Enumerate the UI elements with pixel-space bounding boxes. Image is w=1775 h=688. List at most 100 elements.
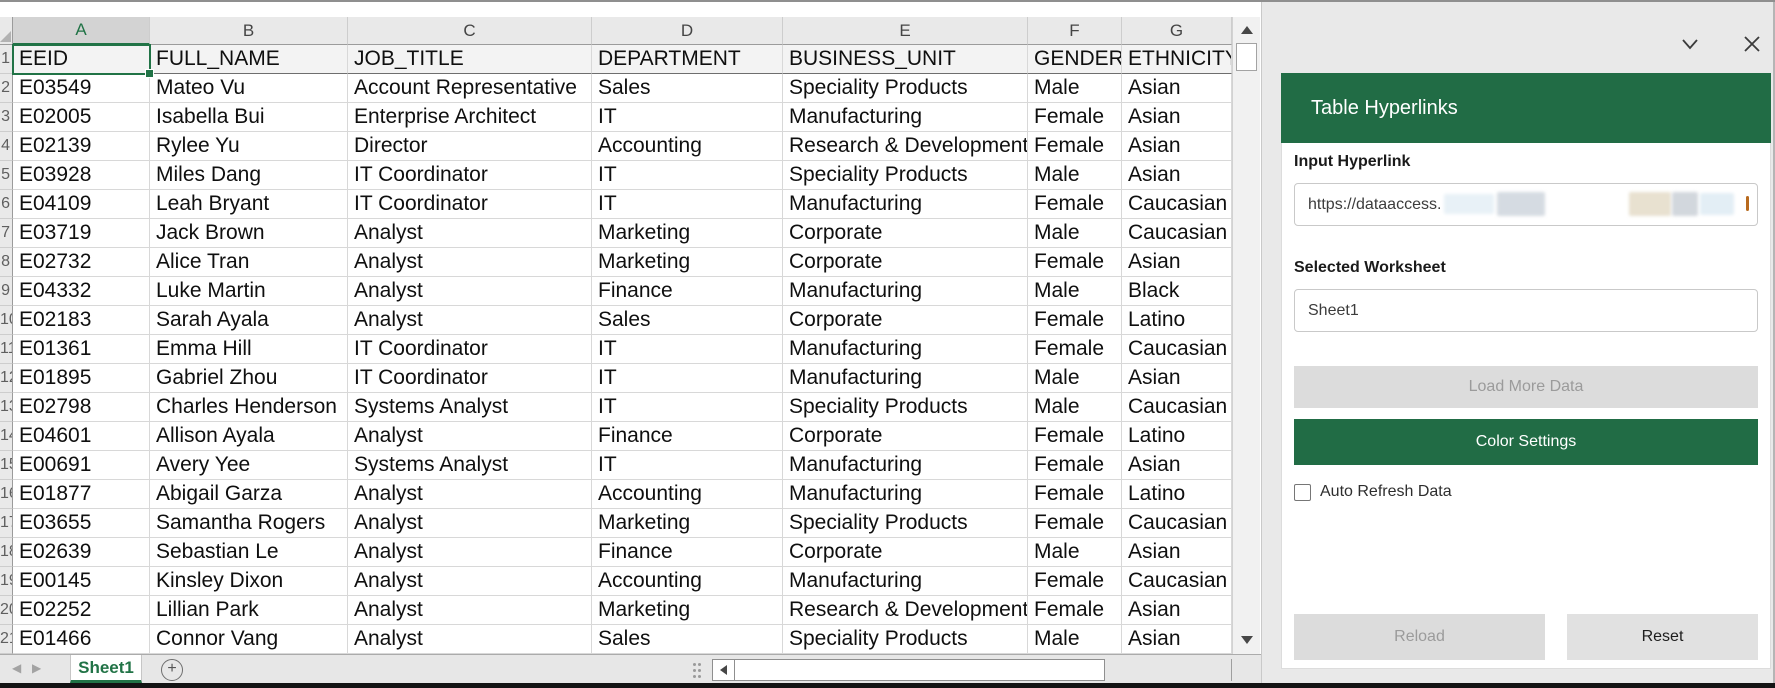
column-header-C[interactable]: C (348, 17, 592, 45)
cell-E8[interactable]: Corporate (783, 248, 1028, 277)
cell-G19[interactable]: Caucasian (1122, 567, 1232, 596)
cell-B6[interactable]: Leah Bryant (150, 190, 348, 219)
cell-C19[interactable]: Analyst (348, 567, 592, 596)
vertical-scrollbar-thumb[interactable] (1236, 43, 1257, 71)
cell-C17[interactable]: Analyst (348, 509, 592, 538)
cell-A3[interactable]: E02005 (13, 103, 150, 132)
cell-F2[interactable]: Male (1028, 74, 1122, 103)
row-header-19[interactable]: 19 (0, 567, 13, 596)
cell-F9[interactable]: Male (1028, 277, 1122, 306)
cell-C21[interactable]: Analyst (348, 625, 592, 654)
cell-A5[interactable]: E03928 (13, 161, 150, 190)
column-header-B[interactable]: B (150, 17, 348, 45)
cell-A10[interactable]: E02183 (13, 306, 150, 335)
cell-D20[interactable]: Marketing (592, 596, 783, 625)
row-header-6[interactable]: 6 (0, 190, 13, 219)
cell-D14[interactable]: Finance (592, 422, 783, 451)
cell-B16[interactable]: Abigail Garza (150, 480, 348, 509)
cell-G11[interactable]: Caucasian (1122, 335, 1232, 364)
row-header-7[interactable]: 7 (0, 219, 13, 248)
cell-C18[interactable]: Analyst (348, 538, 592, 567)
auto-refresh-checkbox[interactable] (1294, 484, 1311, 501)
row-header-14[interactable]: 14 (0, 422, 13, 451)
cell-D7[interactable]: Marketing (592, 219, 783, 248)
cell-G6[interactable]: Caucasian (1122, 190, 1232, 219)
cell-C8[interactable]: Analyst (348, 248, 592, 277)
cell-E17[interactable]: Speciality Products (783, 509, 1028, 538)
cell-F17[interactable]: Female (1028, 509, 1122, 538)
cell-D8[interactable]: Marketing (592, 248, 783, 277)
cell-G5[interactable]: Asian (1122, 161, 1232, 190)
cell-B3[interactable]: Isabella Bui (150, 103, 348, 132)
cell-B13[interactable]: Charles Henderson (150, 393, 348, 422)
scroll-up-button[interactable] (1236, 19, 1258, 41)
cell-B14[interactable]: Allison Ayala (150, 422, 348, 451)
cell-E1[interactable]: BUSINESS_UNIT (783, 45, 1028, 74)
cell-F20[interactable]: Female (1028, 596, 1122, 625)
cell-A16[interactable]: E01877 (13, 480, 150, 509)
cell-F12[interactable]: Male (1028, 364, 1122, 393)
cell-G8[interactable]: Asian (1122, 248, 1232, 277)
cell-D5[interactable]: IT (592, 161, 783, 190)
cell-B15[interactable]: Avery Yee (150, 451, 348, 480)
cell-F5[interactable]: Male (1028, 161, 1122, 190)
cell-D19[interactable]: Accounting (592, 567, 783, 596)
cell-B11[interactable]: Emma Hill (150, 335, 348, 364)
cell-D15[interactable]: IT (592, 451, 783, 480)
cell-G16[interactable]: Latino (1122, 480, 1232, 509)
cell-B19[interactable]: Kinsley Dixon (150, 567, 348, 596)
chevron-down-icon[interactable] (1678, 32, 1702, 56)
cell-B20[interactable]: Lillian Park (150, 596, 348, 625)
vertical-scrollbar[interactable] (1232, 17, 1260, 654)
cell-D11[interactable]: IT (592, 335, 783, 364)
cell-F13[interactable]: Male (1028, 393, 1122, 422)
cell-A15[interactable]: E00691 (13, 451, 150, 480)
horizontal-scrollbar-thumb[interactable] (734, 659, 1105, 681)
cell-D4[interactable]: Accounting (592, 132, 783, 161)
row-header-13[interactable]: 13 (0, 393, 13, 422)
cell-G17[interactable]: Caucasian (1122, 509, 1232, 538)
cell-B4[interactable]: Rylee Yu (150, 132, 348, 161)
load-more-data-button[interactable]: Load More Data (1294, 366, 1758, 408)
scroll-left-button[interactable] (712, 659, 735, 681)
cell-G3[interactable]: Asian (1122, 103, 1232, 132)
cell-E7[interactable]: Corporate (783, 219, 1028, 248)
cell-D6[interactable]: IT (592, 190, 783, 219)
cell-D3[interactable]: IT (592, 103, 783, 132)
cell-F16[interactable]: Female (1028, 480, 1122, 509)
row-header-20[interactable]: 20 (0, 596, 13, 625)
cell-C5[interactable]: IT Coordinator (348, 161, 592, 190)
cell-D9[interactable]: Finance (592, 277, 783, 306)
row-header-5[interactable]: 5 (0, 161, 13, 190)
color-settings-button[interactable]: Color Settings (1294, 419, 1758, 465)
column-header-G[interactable]: G (1122, 17, 1232, 45)
cell-B5[interactable]: Miles Dang (150, 161, 348, 190)
sheet-tab-sheet1[interactable]: Sheet1 (70, 655, 142, 683)
cell-A21[interactable]: E01466 (13, 625, 150, 654)
cell-E4[interactable]: Research & Development (783, 132, 1028, 161)
cell-D1[interactable]: DEPARTMENT (592, 45, 783, 74)
cell-C4[interactable]: Director (348, 132, 592, 161)
cell-A12[interactable]: E01895 (13, 364, 150, 393)
cell-A14[interactable]: E04601 (13, 422, 150, 451)
cell-C3[interactable]: Enterprise Architect (348, 103, 592, 132)
row-header-16[interactable]: 16 (0, 480, 13, 509)
select-all-corner[interactable] (0, 17, 13, 45)
row-header-8[interactable]: 8 (0, 248, 13, 277)
cell-D16[interactable]: Accounting (592, 480, 783, 509)
cell-E9[interactable]: Manufacturing (783, 277, 1028, 306)
cell-C13[interactable]: Systems Analyst (348, 393, 592, 422)
cell-B1[interactable]: FULL_NAME (150, 45, 348, 74)
cell-E18[interactable]: Corporate (783, 538, 1028, 567)
column-header-F[interactable]: F (1028, 17, 1122, 45)
cell-G20[interactable]: Asian (1122, 596, 1232, 625)
row-header-21[interactable]: 21 (0, 625, 13, 654)
cell-A8[interactable]: E02732 (13, 248, 150, 277)
cell-E21[interactable]: Speciality Products (783, 625, 1028, 654)
cell-G1[interactable]: ETHNICITY ( (1122, 45, 1232, 74)
cell-F15[interactable]: Female (1028, 451, 1122, 480)
cell-B9[interactable]: Luke Martin (150, 277, 348, 306)
cell-A11[interactable]: E01361 (13, 335, 150, 364)
row-header-1[interactable]: 1 (0, 45, 13, 74)
cell-F3[interactable]: Female (1028, 103, 1122, 132)
